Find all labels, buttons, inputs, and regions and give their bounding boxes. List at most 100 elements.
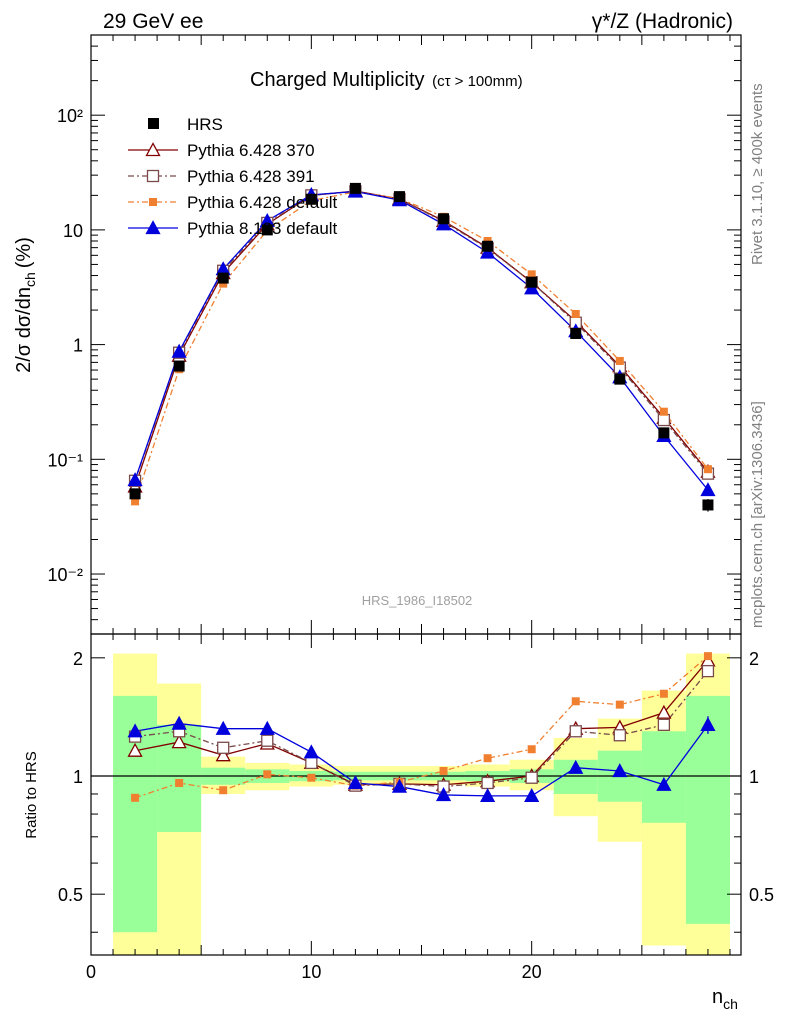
ratio-point-3 <box>303 744 319 759</box>
ratio-point-1 <box>305 756 318 770</box>
x-axis-label-main: n <box>712 986 723 1008</box>
ratio-point-1 <box>613 729 626 742</box>
series-point-2 <box>703 465 712 474</box>
ratio-point-1 <box>481 776 494 790</box>
data-point <box>305 193 317 205</box>
ratio-point-2 <box>175 778 184 787</box>
ratio-point-3 <box>215 720 231 735</box>
ratio-point-0 <box>215 747 231 762</box>
chart-title-main: Charged Multiplicity <box>250 69 425 91</box>
mcplots-reference-label: mcplots.cern.ch [arXiv:1306.3436] <box>749 401 766 628</box>
ratio-y-tick-label-left: 2 <box>73 649 83 669</box>
ratio-point-0 <box>171 734 187 749</box>
ratio-line-0 <box>134 659 709 786</box>
data-point <box>702 499 714 511</box>
ratio-point-3 <box>568 759 584 774</box>
series-point-2 <box>131 497 140 506</box>
y-tick-label: 10⁻¹ <box>47 450 83 470</box>
ratio-point-3 <box>524 788 540 803</box>
series-point-3 <box>700 482 716 497</box>
ratio-point-3 <box>480 788 496 803</box>
data-point <box>261 224 273 236</box>
series-line-0 <box>134 190 709 487</box>
data-point <box>349 182 361 194</box>
series-line-2 <box>134 191 709 502</box>
ratio-point-0 <box>127 742 143 757</box>
ratio-point-1 <box>657 718 671 731</box>
data-point <box>526 276 538 288</box>
data-point <box>217 272 229 284</box>
series-point-3 <box>524 280 540 295</box>
ratio-line-3 <box>134 722 709 797</box>
data-point <box>570 327 582 339</box>
series-point-2 <box>527 270 536 279</box>
energy-label: 29 GeV ee <box>103 10 203 33</box>
ratio-y-axis-label: Ratio to HRS <box>23 751 40 839</box>
data-point <box>173 360 185 372</box>
ratio-point-1 <box>261 734 274 747</box>
series-point-1 <box>657 413 671 427</box>
data-point <box>393 191 405 203</box>
data-point <box>129 488 141 500</box>
series-point-2 <box>615 356 624 365</box>
process-label: γ*/Z (Hadronic) <box>592 10 733 33</box>
ratio-uncertainty-bands <box>91 653 741 955</box>
legend-marker-3 <box>145 220 161 235</box>
ratio-y-tick-label-left: 1 <box>73 767 83 787</box>
ratio-point-3 <box>171 715 187 730</box>
ratio-y-tick-label-right: 1 <box>749 767 759 787</box>
y-axis-label-sub: ch <box>22 272 38 287</box>
legend-label-2: Pythia 6.428 default <box>187 193 338 212</box>
series-point-3 <box>171 343 187 358</box>
y-tick-label: 10⁻² <box>47 565 83 585</box>
legend: HRS Pythia 6.428 370 Pythia 6.428 391 Pythi… <box>128 115 338 238</box>
ratio-point-3 <box>435 787 452 802</box>
series-point-2 <box>659 407 668 416</box>
series-line-1 <box>134 190 709 481</box>
ratio-line-1 <box>134 670 709 788</box>
main-series-lines <box>134 190 709 502</box>
y-tick-label: 10 <box>63 221 83 241</box>
legend-marker-0 <box>145 142 161 157</box>
ratio-point-3 <box>127 723 143 738</box>
ratio-point-3 <box>656 776 672 791</box>
ratio-point-1 <box>217 741 230 754</box>
ratio-point-2 <box>263 770 272 779</box>
ratio-point-2 <box>659 689 668 698</box>
ratio-point-3 <box>259 720 275 735</box>
ratio-point-2 <box>703 652 712 661</box>
ratio-point-2 <box>527 745 536 754</box>
ratio-point-2 <box>131 793 140 802</box>
legend-label-3: Pythia 8.183 default <box>187 219 338 238</box>
ratio-point-2 <box>483 754 492 763</box>
ratio-y-tick-label-right: 2 <box>749 649 759 669</box>
series-point-2 <box>571 309 580 318</box>
ratio-point-3 <box>391 778 408 793</box>
ratio-series-markers <box>127 652 716 803</box>
chart-title-sub: (cτ > 100mm) <box>432 73 523 90</box>
rivet-version-label: Rivet 3.1.10, ≥ 400k events <box>749 83 766 265</box>
ratio-point-3 <box>612 763 628 778</box>
ratio-panel-border <box>90 633 742 956</box>
data-point <box>658 427 670 439</box>
ratio-line-2 <box>134 655 709 799</box>
main-panel-frame: 10⁻² 10⁻¹ 1 10 10² <box>47 34 742 955</box>
data-point <box>614 373 626 385</box>
ratio-panel-frame: 0 10 20 0.5 0.5 1 1 2 2 <box>58 633 774 982</box>
ratio-series-lines <box>134 655 709 799</box>
ratio-point-1 <box>525 771 538 784</box>
ratio-y-tick-label-left: 0.5 <box>58 885 83 905</box>
y-tick-label: 1 <box>73 336 83 356</box>
x-axis-label-sub: ch <box>723 996 738 1012</box>
series-point-3 <box>127 472 143 487</box>
y-axis-label-unit: (%) <box>13 237 35 268</box>
watermark-label: HRS_1986_I18502 <box>362 593 473 608</box>
y-axis-label: 2/σ dσ/dnch (%) <box>13 237 38 373</box>
ratio-point-2 <box>571 697 580 706</box>
legend-marker-2 <box>149 198 157 206</box>
y-tick-label: 10² <box>57 106 83 126</box>
ratio-point-2 <box>615 700 624 709</box>
data-point <box>438 213 450 225</box>
legend-label-data: HRS <box>187 115 223 134</box>
ratio-point-0 <box>656 704 672 719</box>
